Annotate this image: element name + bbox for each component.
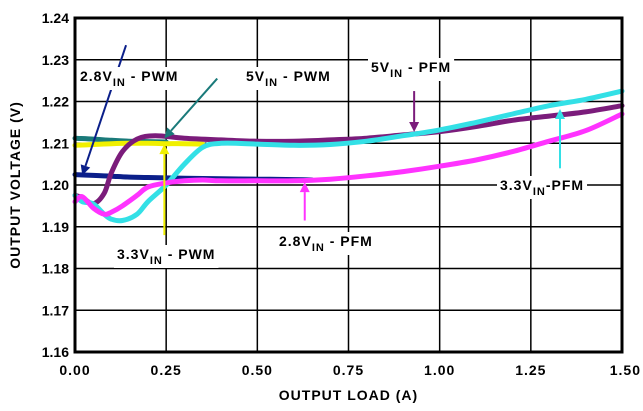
- label-5v-pwm-background: [243, 67, 334, 90]
- label-2v8-pfm-background: [276, 232, 376, 255]
- x-tick-label: 1.50: [610, 362, 641, 378]
- x-axis-label: OUTPUT LOAD (A): [279, 387, 418, 403]
- y-tick-label: 1.19: [42, 219, 69, 235]
- label-2v8-pwm-background: [77, 67, 182, 90]
- label-3v3-pfm: 3.3VIN-PFM: [500, 177, 584, 198]
- label-5v-pwm-arrow: [170, 77, 218, 132]
- y-tick-label: 1.24: [42, 10, 69, 26]
- y-tick-label: 1.17: [42, 302, 69, 318]
- y-tick-label: 1.16: [42, 344, 69, 360]
- y-tick-label: 1.22: [42, 94, 69, 110]
- y-axis-label: OUTPUT VOLTAGE (V): [7, 101, 23, 269]
- label-3v3-pfm-arrowhead: [555, 109, 566, 120]
- plot-frame: [73, 16, 624, 354]
- label-5v-pfm: 5VIN - PFM: [371, 59, 451, 80]
- series-line-s28pfm: [72, 111, 625, 217]
- label-3v3-pwm-background: [114, 245, 219, 268]
- label-5v-pwm: 5VIN - PWM: [246, 68, 331, 89]
- label-2v8-pfm: 2.8VIN - PFM: [279, 233, 373, 254]
- y-tick-label: 1.20: [42, 177, 69, 193]
- series-line-s33pwm: [72, 140, 206, 148]
- label-3v3-pwm: 3.3VIN - PWM: [117, 246, 215, 267]
- y-tick-labels: 1.16 1.17 1.18 1.19 1.20 1.21 1.22 1.23 1.24: [42, 10, 69, 360]
- x-tick-label: 1.25: [515, 362, 546, 378]
- x-tick-label: 0.00: [59, 362, 90, 378]
- y-tick-label: 1.23: [42, 52, 69, 68]
- arrows-layer: [80, 44, 566, 236]
- label-2v8-pwm-arrowhead: [80, 164, 91, 176]
- label-2v8-pwm: 2.8VIN - PWM: [80, 68, 178, 89]
- x-tick-label: 1.00: [424, 362, 455, 378]
- label-2v8-pfm-arrowhead: [299, 182, 310, 193]
- annotations-layer: 2.8VIN - PWM 5VIN - PWM 5VIN - PFM 3.3VIN -…: [77, 58, 588, 268]
- label-3v3-pwm-arrowhead: [159, 144, 170, 155]
- x-tick-label: 0.50: [242, 362, 273, 378]
- label-3v3-pfm-background: [497, 176, 588, 199]
- series-line-s33pfm: [72, 88, 625, 224]
- label-5v-pfm-arrowhead: [409, 121, 420, 132]
- y-tick-label: 1.18: [42, 261, 69, 277]
- y-tick-label: 1.21: [42, 135, 69, 151]
- label-5v-pwm-arrowhead: [164, 127, 175, 139]
- label-2v8-pwm-arrow: [84, 44, 128, 167]
- x-tick-labels: 0.00 0.25 0.50 0.75 1.00 1.25 1.50: [59, 362, 641, 378]
- series-line-s5pfm: [72, 103, 625, 207]
- x-tick-label: 0.25: [151, 362, 182, 378]
- label-5v-pfm-background: [368, 58, 455, 81]
- x-tick-label: 0.75: [333, 362, 364, 378]
